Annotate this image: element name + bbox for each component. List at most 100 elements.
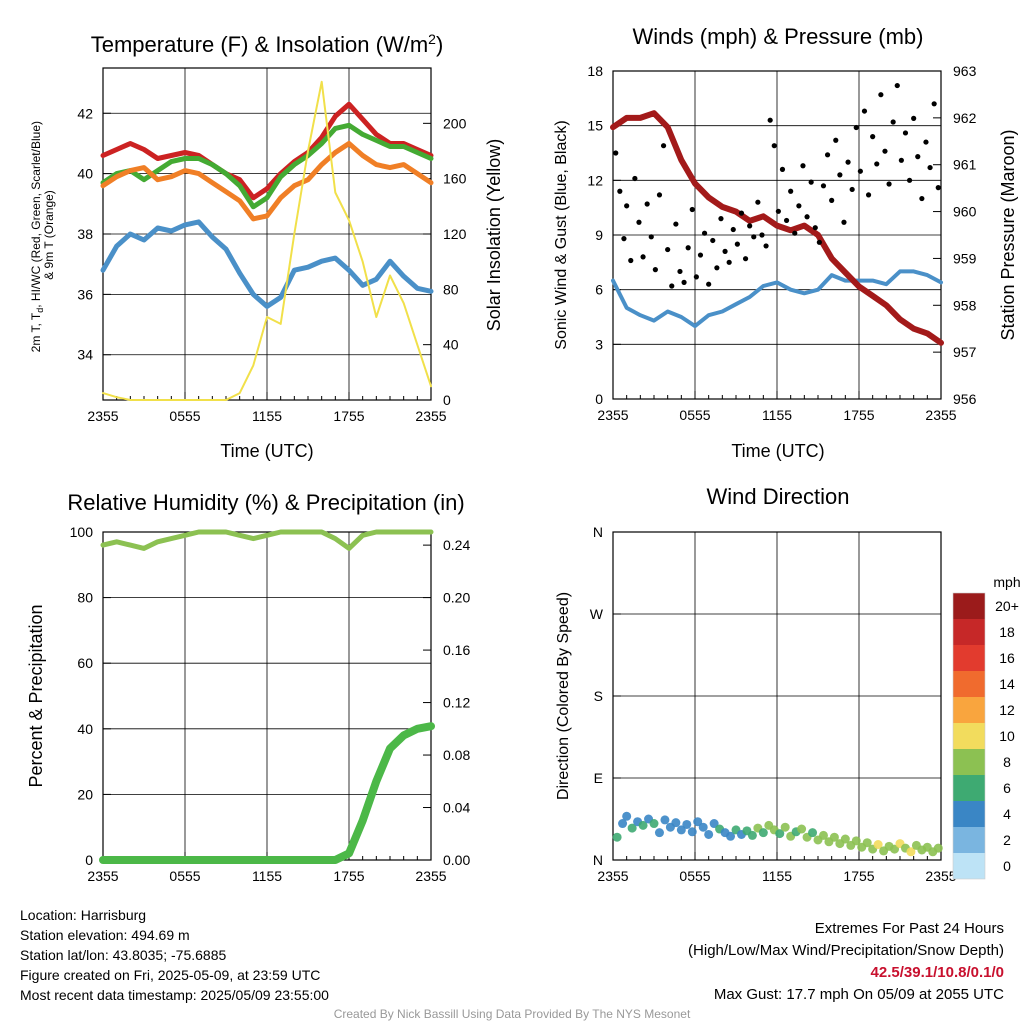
x-tick-label: 2355: [925, 868, 956, 884]
gust-point: [837, 172, 843, 178]
temperature-xlabel: Time (UTC): [220, 441, 313, 461]
gust-point: [738, 210, 745, 216]
direction-point: [649, 819, 659, 829]
gust-point: [878, 92, 884, 98]
gust-point: [628, 257, 634, 264]
plot-frame: [612, 531, 942, 861]
y-tick-label: 36: [77, 286, 93, 302]
x-tick-label: 1755: [333, 408, 364, 424]
gust-point: [726, 259, 732, 265]
extremes-values: 42.5/39.1/10.8/0.1/0: [870, 964, 1004, 981]
x-tick-label: 2355: [415, 868, 446, 884]
x-tick-label: 2355: [87, 868, 118, 884]
gust-point: [902, 130, 909, 136]
speed-legend-swatch: [953, 697, 985, 723]
speed-legend-swatch: [953, 775, 985, 801]
y2-tick-label: 200: [443, 115, 467, 131]
y2-tick-label: 0.04: [443, 800, 470, 816]
direction-point: [676, 825, 686, 835]
gust-point: [792, 230, 798, 236]
y-tick-label: 80: [77, 590, 93, 606]
direction-point: [829, 832, 839, 842]
y2-tick-label: 960: [953, 204, 977, 220]
direction-point: [654, 828, 664, 838]
y2-tick-label: 963: [953, 63, 977, 79]
gust-point: [853, 124, 859, 131]
direction-point: [873, 840, 883, 850]
direction-point: [698, 822, 708, 832]
gust-point: [656, 192, 663, 198]
temperature-series-line: [100, 219, 434, 309]
gust-point: [613, 150, 619, 156]
speed-legend-label: 10: [999, 728, 1015, 744]
y2-tick-label: 0.08: [443, 747, 470, 763]
y-tick-label: N: [593, 524, 603, 540]
direction-point: [627, 823, 637, 833]
gust-point: [923, 139, 929, 145]
gust-point: [833, 137, 839, 143]
gust-point: [898, 157, 904, 163]
gust-point: [759, 232, 765, 238]
gust-point: [665, 246, 671, 253]
gust-point: [890, 119, 896, 125]
humidity-panel: Relative Humidity (%) & Precipitation (i…: [26, 490, 470, 884]
x-tick-label: 2355: [597, 407, 628, 423]
extremes-block: Extremes For Past 24 Hours (High/Low/Max…: [688, 918, 1004, 1006]
gust-point: [751, 234, 757, 240]
speed-legend-label: 12: [999, 702, 1015, 718]
humidity-title: Relative Humidity (%) & Precipitation (i…: [67, 490, 464, 515]
y-tick-label: 60: [77, 655, 93, 671]
direction-point: [612, 832, 622, 842]
direction-point: [660, 815, 670, 825]
speed-legend-swatch: [953, 827, 985, 853]
y-tick-label: E: [594, 770, 603, 786]
temperature-title: Temperature (F) & Insolation (W/m2): [91, 31, 444, 57]
y-tick-label: 42: [77, 105, 93, 121]
direction-point: [797, 824, 807, 834]
gust-point: [779, 166, 786, 172]
direction-point: [726, 831, 736, 841]
gust-point: [669, 283, 675, 289]
temperature-series-line: [102, 80, 432, 401]
gust-point: [775, 208, 781, 214]
speed-legend-swatch: [953, 645, 985, 671]
direction-point: [840, 834, 850, 844]
wind-y2label: Station Pressure (Maroon): [998, 129, 1018, 340]
y-tick-label: 9: [595, 227, 603, 243]
speed-legend-swatch: [953, 749, 985, 775]
y2-tick-label: 961: [953, 157, 977, 173]
gust-point: [886, 181, 892, 187]
gust-point: [742, 256, 749, 262]
direction-panel: Wind Direction 2355 0555 1155 1755 2355NESWN…: [555, 484, 1021, 884]
extremes-subtitle: (High/Low/Max Wind/Precipitation/Snow De…: [688, 942, 1004, 959]
speed-legend-swatch: [953, 619, 985, 645]
direction-point: [671, 818, 681, 828]
gust-point: [800, 163, 806, 169]
y2-tick-label: 0.00: [443, 852, 470, 868]
gust-point: [632, 175, 638, 182]
direction-point: [906, 847, 916, 857]
gust-point: [714, 265, 720, 271]
direction-point: [622, 811, 632, 821]
speed-legend: mph 20+ 18 16 14 12 10 8 6 4 2 0: [952, 574, 1021, 880]
direction-point: [775, 829, 785, 839]
speed-legend-swatch: [953, 723, 985, 749]
y-tick-label: 6: [595, 282, 603, 298]
speed-legend-label: 0: [1003, 858, 1011, 874]
y-tick-label: 15: [587, 118, 603, 134]
x-tick-label: 2355: [415, 408, 446, 424]
gust-point: [624, 203, 630, 209]
x-tick-label: 0555: [169, 868, 200, 884]
x-tick-label: 2355: [597, 868, 628, 884]
x-tick-label: 1155: [252, 408, 282, 424]
direction-point: [693, 817, 703, 827]
direction-point: [890, 844, 900, 854]
wind-panel: Winds (mph) & Pressure (mb) 2355 0555 1155…: [553, 24, 1018, 461]
y-tick-label: 3: [595, 336, 603, 352]
y2-tick-label: 0.16: [443, 642, 470, 658]
gust-point: [788, 188, 794, 194]
direction-point: [758, 828, 768, 838]
speed-legend-frame: [952, 592, 986, 880]
gust-point: [857, 168, 863, 174]
y2-tick-label: 0.12: [443, 695, 470, 711]
